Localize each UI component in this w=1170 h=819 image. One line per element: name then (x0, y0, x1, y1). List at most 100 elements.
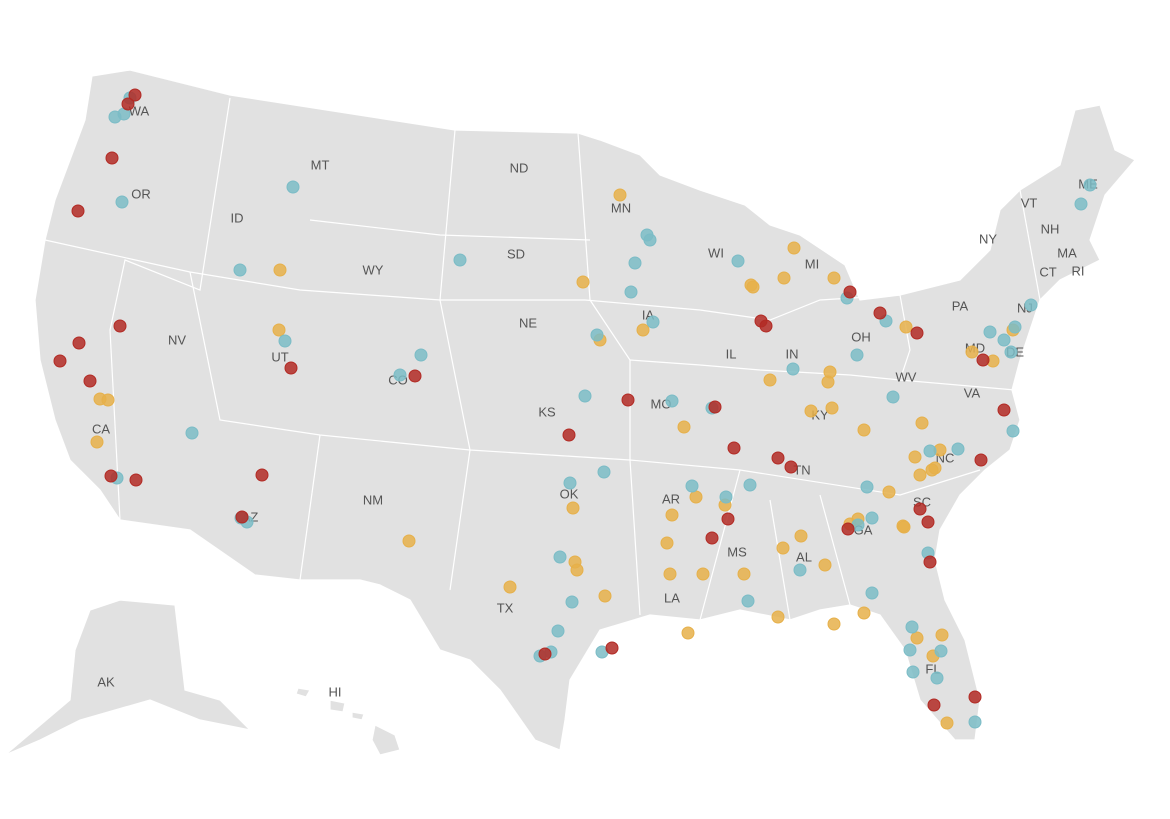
location-dot (590, 328, 604, 342)
location-dot (786, 362, 800, 376)
location-dot (129, 473, 143, 487)
location-dot (1074, 197, 1088, 211)
location-dot (843, 285, 857, 299)
state-label: IN (786, 346, 799, 361)
location-dot (414, 348, 428, 362)
location-dot (71, 204, 85, 218)
location-dot (906, 665, 920, 679)
state-label: SD (507, 246, 525, 261)
location-dot (121, 97, 135, 111)
location-dot (660, 536, 674, 550)
state-label: LA (664, 590, 680, 605)
location-dot (897, 520, 911, 534)
state-label: NH (1041, 221, 1060, 236)
location-dot (83, 374, 97, 388)
state-label: IL (726, 346, 737, 361)
location-dot (278, 334, 292, 348)
location-dot (934, 644, 948, 658)
state-label: ID (231, 210, 244, 225)
location-dot (976, 353, 990, 367)
location-dot (886, 390, 900, 404)
location-dot (923, 444, 937, 458)
location-dot (951, 442, 965, 456)
location-dot (113, 319, 127, 333)
location-dot (940, 716, 954, 730)
location-dot (968, 715, 982, 729)
land (4, 69, 1136, 756)
location-dot (827, 271, 841, 285)
state-border (109, 97, 231, 521)
location-dot (689, 490, 703, 504)
location-dot (857, 606, 871, 620)
state-label: VT (1021, 195, 1038, 210)
location-dot (677, 420, 691, 434)
location-dot (705, 531, 719, 545)
location-dot (721, 512, 735, 526)
location-dot (628, 256, 642, 270)
location-dot (903, 643, 917, 657)
location-dot (793, 563, 807, 577)
location-dot (915, 416, 929, 430)
location-dot (787, 241, 801, 255)
location-dot (255, 468, 269, 482)
location-dot (101, 393, 115, 407)
state-label: CA (92, 421, 110, 436)
location-dot (685, 479, 699, 493)
location-dot (997, 403, 1011, 417)
location-dot (643, 233, 657, 247)
location-dot (731, 254, 745, 268)
state-label: NV (168, 332, 186, 347)
location-dot (578, 389, 592, 403)
location-dot (402, 534, 416, 548)
location-dot (553, 550, 567, 564)
state-border (189, 271, 981, 496)
state-label: AL (796, 549, 812, 564)
location-dot (965, 345, 979, 359)
state-label: PA (952, 298, 969, 313)
location-dot (818, 558, 832, 572)
location-dot (1024, 298, 1038, 312)
location-dot (408, 369, 422, 383)
location-dot (624, 285, 638, 299)
location-dot (1004, 345, 1018, 359)
location-dot (284, 361, 298, 375)
state-label: TX (497, 600, 514, 615)
state-border (699, 469, 741, 621)
location-dot (827, 617, 841, 631)
state-label: MI (805, 256, 819, 271)
location-dot (823, 365, 837, 379)
state-label: UT (271, 349, 288, 364)
location-dot (566, 501, 580, 515)
state-label: NE (519, 315, 537, 330)
state-label: OK (560, 486, 579, 501)
state-border (819, 494, 851, 606)
location-dot (393, 368, 407, 382)
location-dot (104, 469, 118, 483)
state-label: NM (363, 492, 383, 507)
state-label: WI (708, 245, 724, 260)
location-dot (286, 180, 300, 194)
state-border (1019, 189, 1041, 301)
location-dot (605, 641, 619, 655)
locations (53, 88, 1097, 730)
state-border (629, 359, 1016, 391)
location-dot (115, 195, 129, 209)
location-dot (925, 463, 939, 477)
location-dot (272, 323, 286, 337)
location-dot (857, 423, 871, 437)
location-dot (930, 671, 944, 685)
location-dot (825, 401, 839, 415)
location-dot (663, 567, 677, 581)
state-label: WA (129, 103, 150, 118)
location-dot (570, 563, 584, 577)
location-dot (108, 110, 122, 124)
state-label: AK (97, 674, 115, 689)
location-dot (968, 690, 982, 704)
location-dot (910, 631, 924, 645)
state-label: WY (363, 262, 384, 277)
location-dot (128, 88, 142, 102)
location-dot (1083, 178, 1097, 192)
location-dot (865, 511, 879, 525)
location-dot (727, 441, 741, 455)
